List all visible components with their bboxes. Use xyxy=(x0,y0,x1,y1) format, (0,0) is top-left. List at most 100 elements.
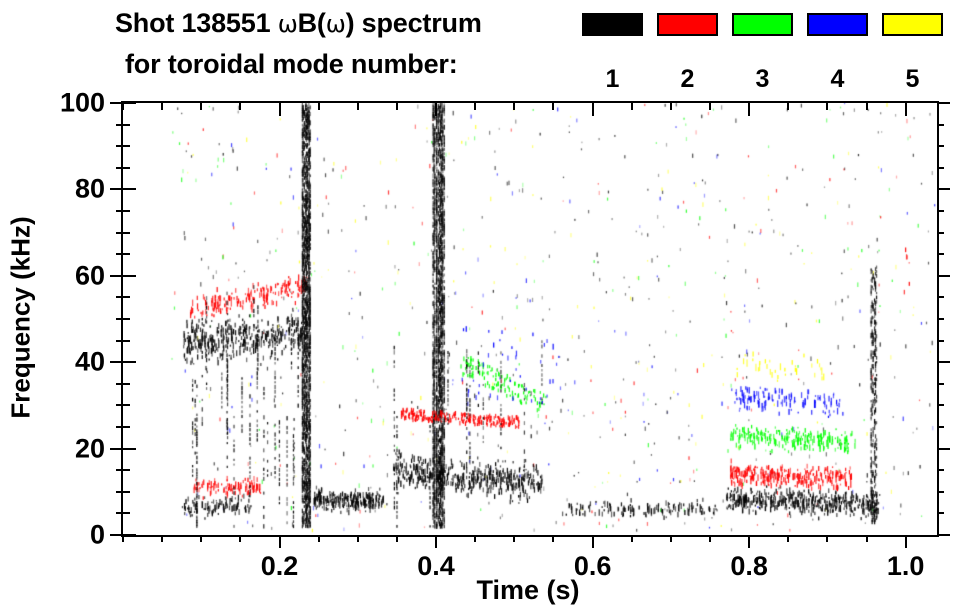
legend-label-n2: 2 xyxy=(680,65,695,93)
y-tick-label: 0 xyxy=(89,519,105,550)
x-tick-inner xyxy=(552,103,555,110)
legend-label-n4: 4 xyxy=(830,65,845,93)
y-tick-right xyxy=(937,188,950,191)
x-tick-minor xyxy=(161,535,164,542)
x-tick-inner xyxy=(161,103,164,110)
x-tick-label: 0.8 xyxy=(730,551,768,581)
y-tick-inner xyxy=(123,253,130,256)
y-tick-right xyxy=(937,361,950,364)
y-tick-minor xyxy=(116,426,123,428)
y-tick-inner xyxy=(123,188,136,191)
y-tick-inner xyxy=(123,145,130,148)
x-tick-label: 0.4 xyxy=(417,551,455,581)
x-tick-minor xyxy=(552,535,555,542)
x-tick-inner xyxy=(239,103,242,110)
x-axis-title: Time (s) xyxy=(476,575,580,605)
y-tick-minor xyxy=(116,512,123,515)
plot-area: 0 20 40 60 80 100 0.2 0.4 0.6 0.8 1.0 xyxy=(60,88,950,581)
omega-symbol-1: ω xyxy=(277,10,298,38)
legend-swatch-n5 xyxy=(882,13,943,36)
x-tick-minor xyxy=(200,535,203,542)
y-tick-right xyxy=(937,404,944,407)
y-tick-right xyxy=(937,382,944,385)
x-tick-minor xyxy=(513,535,516,542)
y-tick-minor xyxy=(116,469,123,472)
x-tick-inner xyxy=(122,103,124,110)
x-tick-inner xyxy=(787,103,790,110)
y-tick-inner xyxy=(123,274,136,277)
x-tick-minor xyxy=(865,535,868,542)
y-tick-major xyxy=(110,188,123,191)
y-tick-right xyxy=(937,296,944,299)
x-tick-minor xyxy=(709,535,712,542)
y-tick-minor xyxy=(116,404,123,407)
y-tick-minor xyxy=(116,382,123,385)
y-tick-right xyxy=(937,469,944,472)
figure-title-line-2: for toroidal mode number: xyxy=(125,49,458,79)
y-tick-minor xyxy=(116,253,123,256)
x-tick-inner xyxy=(513,103,516,110)
y-tick-inner xyxy=(123,166,130,169)
x-tick-inner xyxy=(669,103,672,110)
y-tick-right xyxy=(937,426,944,428)
y-tick-right xyxy=(937,123,944,126)
y-tick-right xyxy=(937,166,944,169)
y-tick-inner xyxy=(123,361,136,364)
y-tick-inner xyxy=(123,231,130,234)
y-tick-inner xyxy=(123,447,136,450)
y-tick-inner xyxy=(123,318,130,320)
y-tick-inner xyxy=(123,123,130,126)
x-tick-inner xyxy=(356,103,359,110)
y-tick-right xyxy=(937,339,944,342)
y-tick-label: 60 xyxy=(74,260,105,291)
title-spectrum-text: ) spectrum xyxy=(345,8,482,38)
x-tick-major xyxy=(435,535,438,548)
y-tick-right xyxy=(937,231,944,234)
y-tick-minor xyxy=(116,490,123,493)
legend-label-n3: 3 xyxy=(755,65,770,93)
y-tick-major xyxy=(110,447,123,450)
y-tick-right xyxy=(937,253,944,256)
x-tick-major xyxy=(748,535,751,548)
figure-title-line-1: Shot 138551 ωB(ω) spectrum xyxy=(115,8,482,39)
x-tick-minor xyxy=(787,535,790,542)
x-tick-major xyxy=(591,535,594,548)
x-tick-label: 1.0 xyxy=(886,551,925,581)
y-tick-major xyxy=(110,274,123,277)
y-tick-minor xyxy=(116,145,123,148)
x-tick-minor xyxy=(474,535,477,542)
x-tick-inner xyxy=(865,103,868,110)
x-tick-inner xyxy=(200,103,203,110)
legend-swatch-n3 xyxy=(732,13,793,36)
legend-label-n1: 1 xyxy=(605,65,620,93)
y-tick-label: 40 xyxy=(74,346,105,377)
y-axis-title: Frequency (kHz) xyxy=(4,101,38,533)
y-tick-right xyxy=(937,210,944,212)
x-tick-inner xyxy=(748,103,751,116)
y-tick-inner xyxy=(123,382,130,385)
spectrogram-canvas xyxy=(123,103,937,535)
y-tick-inner xyxy=(123,512,130,515)
y-tick-minor xyxy=(116,296,123,299)
title-shot-text: Shot 138551 xyxy=(115,8,278,38)
y-tick-right xyxy=(937,512,944,515)
x-tick-inner xyxy=(591,103,594,116)
x-tick-inner xyxy=(904,103,907,116)
x-tick-minor xyxy=(122,535,124,542)
x-tick-major xyxy=(278,535,281,548)
y-tick-right xyxy=(937,274,950,277)
y-tick-inner xyxy=(123,426,130,428)
y-tick-right xyxy=(937,145,944,148)
x-tick-minor xyxy=(669,535,672,542)
y-tick-inner xyxy=(123,490,130,493)
x-tick-minor xyxy=(630,535,633,542)
y-tick-major xyxy=(110,102,123,104)
y-tick-major xyxy=(110,361,123,364)
x-tick-inner xyxy=(826,103,829,110)
legend-swatch-n2 xyxy=(657,13,718,36)
y-tick-right xyxy=(937,447,950,450)
x-tick-minor xyxy=(317,535,320,542)
y-tick-inner xyxy=(123,534,136,536)
y-tick-right xyxy=(937,318,944,320)
